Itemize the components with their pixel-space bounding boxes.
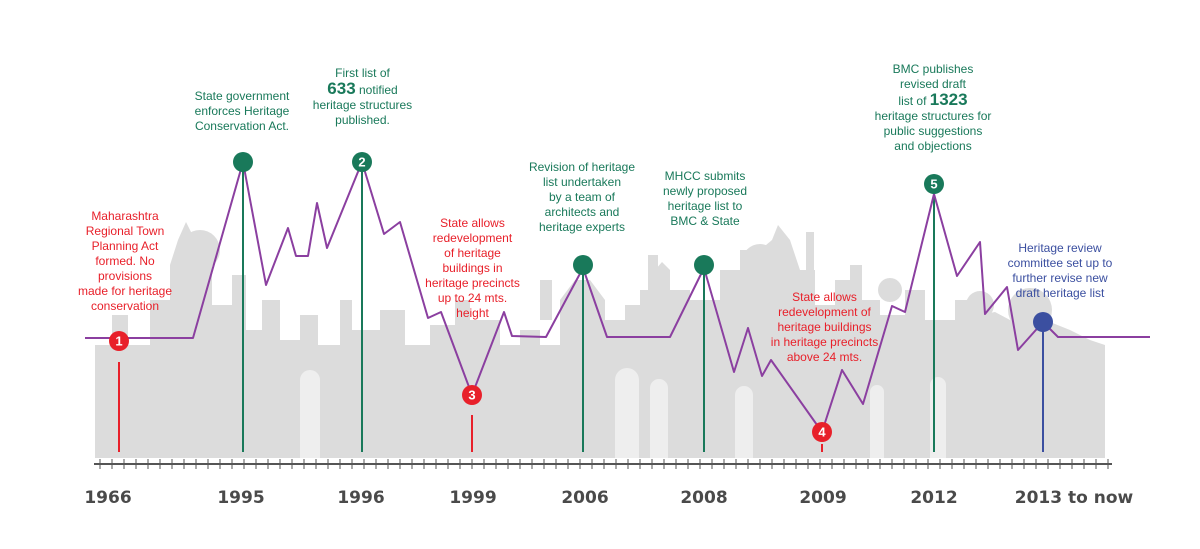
marker-2008 [694,255,714,275]
annotation-1999: State allows redevelopment of heritage buil… [405,216,540,321]
annotation-line: conservation [90,299,160,313]
annotation-line: Conservation Act. [194,119,290,133]
marker-5-2012: 5 [924,174,944,194]
annotation-line: committee set up to [1007,256,1113,270]
annotation-text: notified [355,83,398,97]
annotation-line: State allows [440,216,505,230]
annotation-line: list undertaken [542,175,622,189]
marker-2006 [573,255,593,275]
year-label-2013-to-now: 2013 to now [1014,488,1134,508]
annotation-line: provisions [97,269,153,283]
annotation-line: newly proposed [662,184,748,198]
annotation-2009: State allows redevelopment of heritage bui… [752,290,897,365]
annotation-count-row: list of 1323 [858,90,1008,109]
marker-number: 1 [115,334,122,349]
annotation-line: draft heritage list [1015,286,1105,300]
annotation-line: State allows [792,290,857,304]
annotation-1995: State government enforces Heritage Conserv… [172,89,312,134]
annotation-1996: First list of 633 notified heritage struct… [290,66,435,128]
marker-4-2009: 4 [812,422,832,442]
annotation-text: list of [898,94,930,108]
annotation-line: redevelopment of [778,305,871,319]
annotation-2008: MHCC submits newly proposed heritage list … [640,169,770,229]
year-label-1995: 1995 [217,488,265,508]
annotation-line: Regional Town [85,224,165,238]
annotation-2013: Heritage review committee set up to furthe… [995,241,1125,301]
skyline-silhouette [95,222,1105,458]
year-label-1966: 1966 [84,488,132,508]
annotation-line: Revision of heritage [528,160,636,174]
marker-2013 [1033,312,1053,332]
skyline-windows [300,368,946,458]
year-label-1999: 1999 [449,488,497,508]
annotation-2006: Revision of heritage list undertaken by a … [512,160,652,235]
annotation-2012: BMC publishes revised draft list of 1323 he… [858,62,1008,154]
trend-line [85,161,1150,433]
marker-1995 [233,152,253,172]
time-axis [94,459,1112,469]
marker-2-1996: 2 [352,152,372,172]
annotation-line: heritage list to [667,199,743,213]
annotation-line: in heritage precincts [770,335,879,349]
annotation-line: height [456,306,489,320]
annotation-line: enforces Heritage [194,104,290,118]
marker-3-1999: 3 [462,385,482,405]
annotation-line: heritage experts [538,220,626,234]
marker-number: 2 [358,155,365,170]
annotation-line: heritage structures [312,98,413,112]
marker-number: 3 [468,388,475,403]
annotation-line: BMC publishes [892,62,974,76]
marker-number: 5 [930,177,937,192]
year-label-1996: 1996 [337,488,385,508]
annotation-line: of heritage [444,246,501,260]
annotation-count-row: 633 notified [290,79,435,98]
annotation-line: revised draft [899,77,967,91]
heritage-count: 1323 [929,90,968,109]
annotation-line: above 24 mts. [786,350,863,364]
annotation-line: up to 24 mts. [437,291,508,305]
annotation-1966: Maharashtra Regional Town Planning Act form… [60,209,190,314]
year-label-2012: 2012 [910,488,958,508]
annotation-line: and objections [894,139,972,153]
marker-number: 4 [818,425,826,440]
heritage-count: 633 [327,79,356,98]
annotation-line: redevelopment [432,231,513,245]
annotation-line: heritage buildings [777,320,872,334]
annotation-line: heritage structures for [874,109,992,123]
annotation-line: public suggestions [883,124,983,138]
annotation-line: architects and [544,205,620,219]
annotation-line: heritage precincts [425,276,520,290]
annotation-line: Maharashtra [91,209,159,223]
year-label-2008: 2008 [680,488,728,508]
annotation-line: buildings in [442,261,503,275]
marker-1-1966: 1 [109,331,129,351]
annotation-line: First list of [335,66,390,80]
annotation-line: BMC & State [670,214,740,228]
annotation-line: Planning Act [91,239,159,253]
annotation-line: MHCC submits [664,169,746,183]
annotation-line: formed. No [95,254,155,268]
annotation-line: published. [335,113,390,127]
annotation-line: further revise new [1012,271,1108,285]
annotation-line: by a team of [548,190,616,204]
annotation-line: State government [194,89,290,103]
year-label-2006: 2006 [561,488,609,508]
annotation-line: made for heritage [77,284,173,298]
annotation-line: Heritage review [1018,241,1102,255]
year-label-2009: 2009 [799,488,847,508]
